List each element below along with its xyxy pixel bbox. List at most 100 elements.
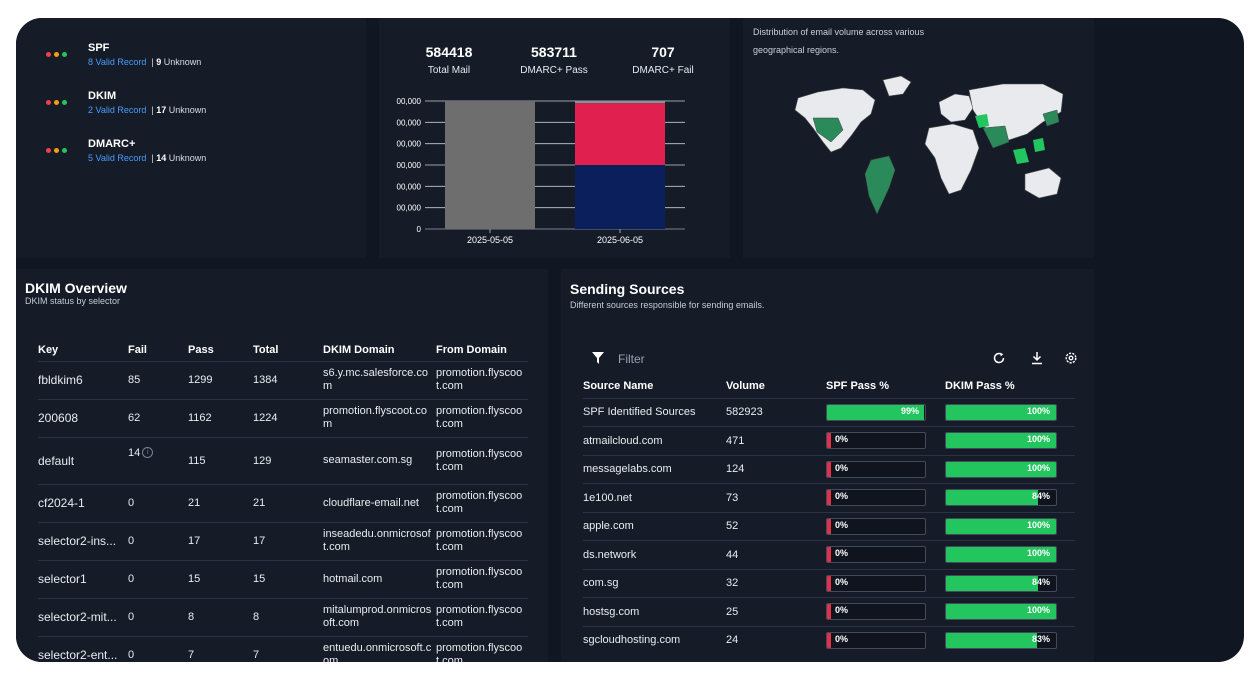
source-name[interactable]: hostsg.com bbox=[583, 597, 726, 626]
valid-record-link[interactable]: 8 Valid Record bbox=[88, 57, 147, 67]
valid-record-link[interactable]: 2 Valid Record bbox=[88, 105, 147, 115]
cell-value: promotion.flyscoot.com bbox=[436, 367, 523, 392]
dkim-key: selector2-ins... bbox=[38, 521, 128, 560]
source-column-header[interactable]: SPF Pass % bbox=[826, 380, 889, 393]
spf-pass-cell: 0% bbox=[826, 426, 945, 455]
bar-segment[interactable] bbox=[445, 101, 535, 229]
unknown-label: Unknown bbox=[168, 105, 207, 115]
source-column-header[interactable]: Source Name bbox=[583, 380, 654, 393]
table-row[interactable]: com.sg 32 0% 84% bbox=[583, 568, 1075, 598]
total-count: 21 bbox=[253, 483, 323, 522]
dkim-pass-label: 84% bbox=[1031, 576, 1050, 587]
filter-icon[interactable] bbox=[592, 352, 604, 364]
cell-value: 1162 bbox=[188, 412, 212, 424]
dkim-pass-fill bbox=[946, 490, 1039, 506]
stat-value: 584418 bbox=[425, 44, 473, 60]
cell-value: fbldkim6 bbox=[38, 373, 83, 387]
table-row[interactable]: ds.network 44 0% 100% bbox=[583, 540, 1075, 569]
source-name[interactable]: ds.network bbox=[583, 540, 726, 569]
dkim-column-header[interactable]: Pass bbox=[188, 343, 214, 356]
table-row[interactable]: 200608 62 1162 1224 promotion.flyscoot.com pr… bbox=[38, 398, 528, 437]
cell-value: promotion.flyscoot.com bbox=[436, 447, 523, 473]
map-region-highlight-4 bbox=[1042, 109, 1060, 127]
dkim-key: selector2-ent... bbox=[38, 635, 128, 662]
table-row[interactable]: selector2-mit... 0 8 8 mitalumprod.onmicroso… bbox=[38, 597, 528, 636]
bar-segment[interactable] bbox=[575, 165, 665, 229]
dkim-column-header[interactable]: Key bbox=[38, 343, 59, 356]
total-count: 17 bbox=[253, 521, 323, 560]
filter-input[interactable]: Filter bbox=[618, 352, 645, 366]
bar-segment[interactable] bbox=[575, 103, 665, 165]
spf-pass-cell: 0% bbox=[826, 568, 945, 598]
source-name[interactable]: com.sg bbox=[583, 568, 726, 598]
refresh-icon[interactable] bbox=[992, 351, 1006, 365]
spf-pass-label: 0% bbox=[835, 491, 849, 502]
source-column-header[interactable]: DKIM Pass % bbox=[945, 380, 1015, 393]
spf-pass-label: 0% bbox=[835, 434, 849, 445]
table-row[interactable]: apple.com 52 0% 100% bbox=[583, 511, 1075, 541]
source-name[interactable]: atmailcloud.com bbox=[583, 426, 726, 455]
bar-segment[interactable] bbox=[575, 101, 665, 104]
spf-pass-label: 0% bbox=[835, 548, 849, 559]
unknown-count: 17 bbox=[156, 105, 167, 115]
dkim-column-header[interactable]: From Domain bbox=[436, 343, 507, 356]
table-row[interactable]: selector2-ins... 0 17 17 inseadedu.onmicroso… bbox=[38, 521, 528, 560]
pass-count: 1162 bbox=[188, 398, 253, 437]
stat-label: Total Mail bbox=[427, 65, 471, 76]
map-region-peak-1 bbox=[975, 114, 989, 128]
cell-value: 15 bbox=[253, 573, 266, 585]
total-count: 7 bbox=[253, 635, 323, 662]
source-name[interactable]: sgcloudhosting.com bbox=[583, 625, 726, 654]
table-row[interactable]: cf2024-1 0 21 21 cloudflare-email.net promoti… bbox=[38, 483, 528, 522]
source-name[interactable]: 1e100.net bbox=[583, 483, 726, 512]
spf-pass-cell: 0% bbox=[826, 597, 945, 626]
cell-value: promotion.flyscoot.com bbox=[436, 528, 523, 553]
spf-pass-bar: 0% bbox=[826, 489, 926, 507]
dkim-key: cf2024-1 bbox=[38, 483, 128, 522]
dkim-overview-panel: DKIM Overview DKIM status by selector Ke… bbox=[16, 269, 548, 662]
table-row[interactable]: default 14 i 115 129 seamaster.com.sg promotio… bbox=[38, 436, 528, 484]
table-row[interactable]: fbldkim6 85 1299 1384 s6.y.mc.salesforce.com… bbox=[38, 360, 528, 399]
map-greenland bbox=[882, 75, 912, 97]
download-icon[interactable] bbox=[1030, 351, 1044, 365]
cell-value: 200608 bbox=[38, 411, 79, 425]
dkim-pass-bar: 83% bbox=[945, 631, 1057, 649]
pass-count: 8 bbox=[188, 597, 253, 636]
gear-icon[interactable] bbox=[1064, 351, 1078, 365]
spf-pass-fill bbox=[827, 490, 831, 506]
auth-name: DKIM bbox=[88, 90, 117, 102]
total-count: 8 bbox=[253, 597, 323, 636]
total-count: 1384 bbox=[253, 360, 323, 399]
y-tick-label: 00,000 bbox=[397, 140, 422, 149]
valid-record-link[interactable]: 5 Valid Record bbox=[88, 153, 147, 163]
source-name[interactable]: apple.com bbox=[583, 511, 726, 541]
table-row[interactable]: 1e100.net 73 0% 84% bbox=[583, 483, 1075, 512]
info-icon[interactable]: i bbox=[142, 447, 154, 459]
dkim-pass-cell: 84% bbox=[945, 483, 1075, 512]
dkim-column-header[interactable]: Fail bbox=[128, 343, 147, 356]
dkim-column-header[interactable]: DKIM Domain bbox=[323, 343, 395, 356]
source-volume: 44 bbox=[726, 540, 826, 569]
source-column-header[interactable]: Volume bbox=[726, 380, 765, 393]
table-row[interactable]: selector1 0 15 15 hotmail.com promotion.flysc… bbox=[38, 559, 528, 598]
source-name[interactable]: messagelabs.com bbox=[583, 454, 726, 484]
table-row[interactable]: sgcloudhosting.com 24 0% 83% bbox=[583, 625, 1075, 654]
table-row[interactable]: SPF Identified Sources 582923 99% 100% bbox=[583, 397, 1075, 427]
table-row[interactable]: selector2-ent... 0 7 7 entuedu.onmicrosoft.c… bbox=[38, 635, 528, 662]
table-row[interactable]: hostsg.com 25 0% 100% bbox=[583, 597, 1075, 626]
auth-name: SPF bbox=[88, 42, 110, 54]
dkim-pass-bar: 84% bbox=[945, 574, 1057, 592]
y-tick-label: 00,000 bbox=[397, 118, 422, 127]
map-australia bbox=[1024, 167, 1062, 199]
cell-value: 17 bbox=[253, 535, 266, 547]
dkim-subtitle: DKIM status by selector bbox=[25, 296, 121, 306]
dkim-table: Key Fail Pass Total DKIM Domain From Domain f… bbox=[38, 339, 528, 662]
dkim-pass-label: 100% bbox=[1026, 548, 1050, 559]
spf-pass-cell: 0% bbox=[826, 483, 945, 512]
dkim-column-header[interactable]: Total bbox=[253, 343, 279, 356]
from-domain: promotion.flyscoot.com bbox=[436, 360, 528, 399]
table-row[interactable]: atmailcloud.com 471 0% 100% bbox=[583, 426, 1075, 455]
source-name[interactable]: SPF Identified Sources bbox=[583, 397, 726, 427]
table-row[interactable]: messagelabs.com 124 0% 100% bbox=[583, 454, 1075, 484]
dkim-pass-bar: 100% bbox=[945, 460, 1057, 478]
